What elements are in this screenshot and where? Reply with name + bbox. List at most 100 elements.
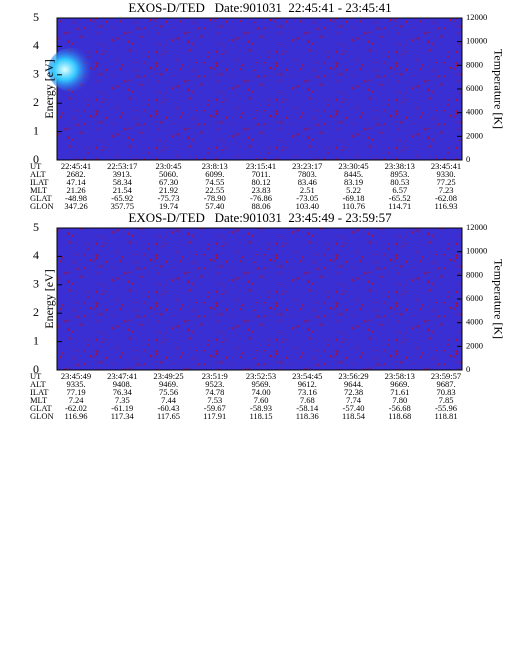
table-cell: 77.25 — [436, 177, 455, 187]
table-cell: 83.19 — [344, 177, 363, 187]
table-cell: 23.83 — [251, 185, 270, 195]
y-tick-label: 4 — [33, 38, 39, 52]
table-cell: 23:45:49 — [61, 371, 91, 381]
table-cell: 9612. — [298, 379, 317, 389]
table-row-label: GLAT — [30, 193, 53, 203]
table-row-label: MLT — [30, 395, 48, 405]
y2-tick-label: 8000 — [466, 59, 483, 69]
table-cell: 6.57 — [392, 185, 407, 195]
table-cell: 47.14 — [66, 177, 86, 187]
table-cell: 23:49:25 — [153, 371, 183, 381]
table-cell: 22:45:41 — [61, 161, 91, 171]
table-cell: 8953. — [390, 169, 409, 179]
table-row-label: GLON — [30, 411, 54, 421]
y2-tick-label: 10000 — [466, 36, 487, 46]
table-cell: 23:51:9 — [202, 371, 228, 381]
table-cell: 117.91 — [203, 411, 226, 421]
y-axis-label: Energy [eV] — [42, 269, 56, 328]
table-cell: -55.96 — [435, 403, 457, 413]
table-cell: 5060. — [159, 169, 178, 179]
chart-title: EXOS-D/TED Date:901031 23:45:49 - 23:59:… — [128, 210, 392, 225]
table-cell: -59.67 — [204, 403, 226, 413]
table-cell: 73.16 — [298, 387, 317, 397]
table-cell: -61.19 — [111, 403, 133, 413]
table-cell: -62.02 — [65, 403, 87, 413]
table-cell: 21.92 — [159, 185, 178, 195]
table-cell: -75.73 — [158, 193, 180, 203]
table-cell: 7.23 — [439, 185, 454, 195]
y-tick-label: 5 — [33, 10, 39, 24]
chart-title: EXOS-D/TED Date:901031 22:45:41 - 23:45:… — [128, 0, 391, 15]
table-cell: -57.40 — [343, 403, 365, 413]
table-cell: 9335. — [66, 379, 85, 389]
table-cell: 116.93 — [434, 201, 457, 211]
table-cell: 23:0:45 — [156, 161, 182, 171]
table-row-label: ILAT — [30, 177, 49, 187]
table-cell: 116.96 — [64, 411, 87, 421]
table-cell: 23:23:17 — [292, 161, 322, 171]
table-cell: 23:54:45 — [292, 371, 322, 381]
table-cell: 114.71 — [388, 201, 411, 211]
y2-axis-label: Temperature [K] — [491, 259, 505, 339]
emission-blob — [48, 47, 96, 92]
table-cell: -58.93 — [250, 403, 272, 413]
table-cell: 7.35 — [115, 395, 130, 405]
table-cell: -48.98 — [65, 193, 87, 203]
table-cell: 23:47:41 — [107, 371, 137, 381]
table-row-label: GLON — [30, 201, 54, 211]
table-cell: 7803. — [298, 169, 317, 179]
y2-tick-label: 2000 — [466, 340, 483, 350]
y2-tick-label: 8000 — [466, 269, 483, 279]
table-cell: -60.43 — [158, 403, 180, 413]
y2-tick-label: 2000 — [466, 130, 483, 140]
table-cell: -62.08 — [435, 193, 457, 203]
y2-tick-label: 0 — [466, 364, 470, 374]
table-cell: 2682. — [66, 169, 85, 179]
table-cell: 110.76 — [342, 201, 365, 211]
table-cell: -69.18 — [343, 193, 365, 203]
table-cell: 83.46 — [298, 177, 317, 187]
table-cell: 7.68 — [300, 395, 315, 405]
table-cell: 9523. — [205, 379, 224, 389]
table-cell: 80.53 — [390, 177, 409, 187]
y-tick-label: 1 — [33, 123, 39, 137]
table-cell: 7.74 — [346, 395, 362, 405]
table-row-label: ALT — [30, 169, 47, 179]
table-cell: 23:58:13 — [385, 371, 415, 381]
table-cell: 88.06 — [251, 201, 270, 211]
y-tick-label: 5 — [33, 220, 39, 234]
table-cell: -58.14 — [296, 403, 319, 413]
table-cell: -73.05 — [296, 193, 318, 203]
table-cell: -76.86 — [250, 193, 272, 203]
table-cell: 23:8:13 — [202, 161, 228, 171]
y2-tick-label: 6000 — [466, 83, 483, 93]
table-cell: 58.34 — [113, 177, 133, 187]
y-tick-label: 0 — [33, 152, 39, 166]
y2-tick-label: 4000 — [466, 317, 483, 327]
table-cell: -65.92 — [111, 193, 133, 203]
table-cell: 22.55 — [205, 185, 224, 195]
table-cell: 7.85 — [439, 395, 454, 405]
table-cell: 80.12 — [251, 177, 270, 187]
table-row-label: GLAT — [30, 403, 53, 413]
table-cell: 118.36 — [296, 411, 319, 421]
table-cell: 7.53 — [207, 395, 222, 405]
table-cell: 9408. — [113, 379, 132, 389]
y2-tick-label: 6000 — [466, 293, 483, 303]
y2-tick-label: 10000 — [466, 246, 487, 256]
table-row-label: ILAT — [30, 387, 49, 397]
y2-tick-label: 0 — [466, 154, 470, 164]
table-cell: 72.38 — [344, 387, 363, 397]
table-cell: 3913. — [113, 169, 132, 179]
table-cell: 21.26 — [66, 185, 85, 195]
y-tick-label: 3 — [33, 277, 39, 291]
table-cell: 118.54 — [342, 411, 366, 421]
table-cell: -56.68 — [389, 403, 411, 413]
y-tick-label: 2 — [33, 95, 39, 109]
table-cell: 23:38:13 — [385, 161, 415, 171]
table-cell: 9330. — [436, 169, 455, 179]
table-cell: 19.74 — [159, 201, 179, 211]
table-cell: 347.26 — [64, 201, 87, 211]
table-cell: 75.56 — [159, 387, 178, 397]
